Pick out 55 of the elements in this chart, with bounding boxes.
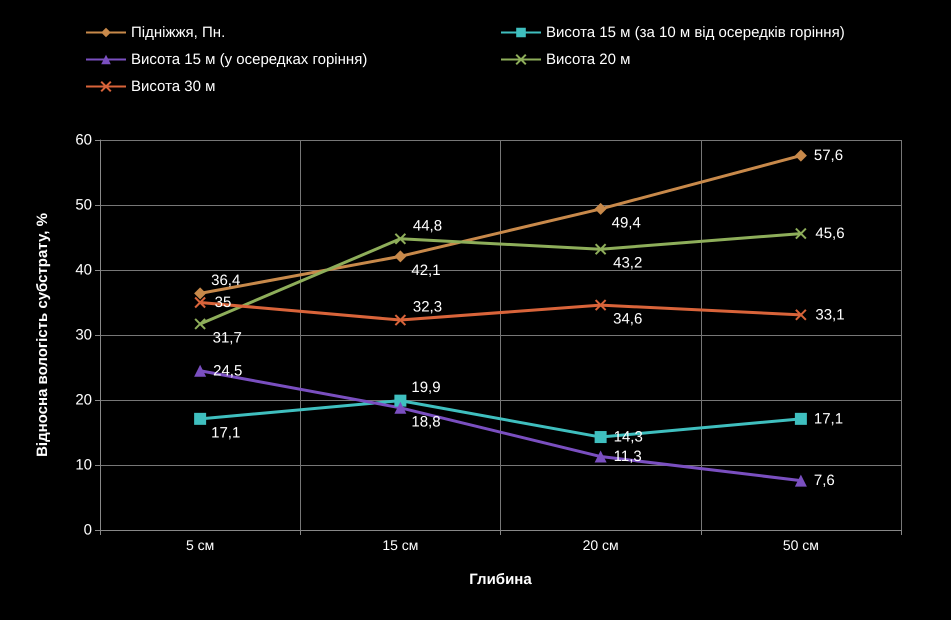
data-label: 44,8 — [412, 217, 442, 234]
y-tick-label: 30 — [75, 326, 92, 344]
point — [394, 314, 406, 326]
y-tick-label: 10 — [75, 456, 92, 474]
data-label: 32,3 — [412, 298, 442, 316]
point — [194, 287, 206, 300]
y-tick-label: 20 — [75, 392, 92, 408]
y-axis-title: Відносна вологість субстрату, % — [34, 213, 51, 457]
data-label: 49,4 — [612, 214, 641, 232]
legend-label: Висота 20 м — [546, 51, 630, 68]
point — [594, 243, 607, 256]
legend-label: Висота 15 м (за 10 м від осередків горіння) — [546, 24, 845, 41]
point — [594, 202, 607, 215]
point — [394, 394, 406, 407]
point — [194, 364, 206, 377]
legend-label: Висота 15 м (у осередках горіння) — [131, 51, 368, 68]
x-axis-title: Глибина — [469, 571, 532, 588]
point — [594, 431, 607, 444]
data-label: 45,6 — [815, 225, 845, 242]
data-label: 31,7 — [212, 329, 242, 346]
data-label: 17,1 — [211, 424, 240, 442]
x-tick-label: 20 см — [582, 537, 619, 553]
data-label: 42,1 — [411, 262, 441, 279]
x-tick-label: 5 см — [186, 537, 214, 553]
x-tick-label: 50 см — [782, 537, 819, 553]
data-label: 24,5 — [213, 362, 242, 380]
data-label: 17,1 — [814, 410, 844, 428]
y-tick-label: 60 — [75, 132, 92, 148]
y-tick-label: 50 — [75, 196, 92, 214]
data-label: 7,6 — [814, 472, 835, 490]
point — [394, 402, 406, 414]
point — [794, 228, 807, 240]
point — [594, 450, 607, 463]
point — [794, 474, 807, 487]
data-label: 34,6 — [613, 310, 642, 328]
point — [194, 296, 206, 308]
y-tick-label: 0 — [84, 522, 92, 538]
point — [794, 150, 807, 162]
data-label: 36,4 — [211, 272, 240, 289]
point — [794, 412, 807, 425]
point — [394, 232, 406, 245]
data-label: 43,2 — [613, 254, 642, 272]
data-label: 19,9 — [411, 379, 441, 396]
data-label: 18,8 — [411, 413, 441, 430]
x-tick-label: 15 см — [382, 537, 418, 553]
data-label: 33,1 — [815, 306, 845, 324]
legend-label: Висота 30 м — [131, 78, 216, 95]
point — [594, 299, 607, 312]
legend-label: Підніжжя, Пн. — [131, 24, 226, 41]
point — [194, 318, 206, 330]
point — [794, 308, 807, 321]
y-tick-label: 40 — [75, 262, 92, 278]
data-label: 57,6 — [814, 147, 844, 164]
point — [194, 412, 206, 425]
point — [394, 250, 406, 262]
